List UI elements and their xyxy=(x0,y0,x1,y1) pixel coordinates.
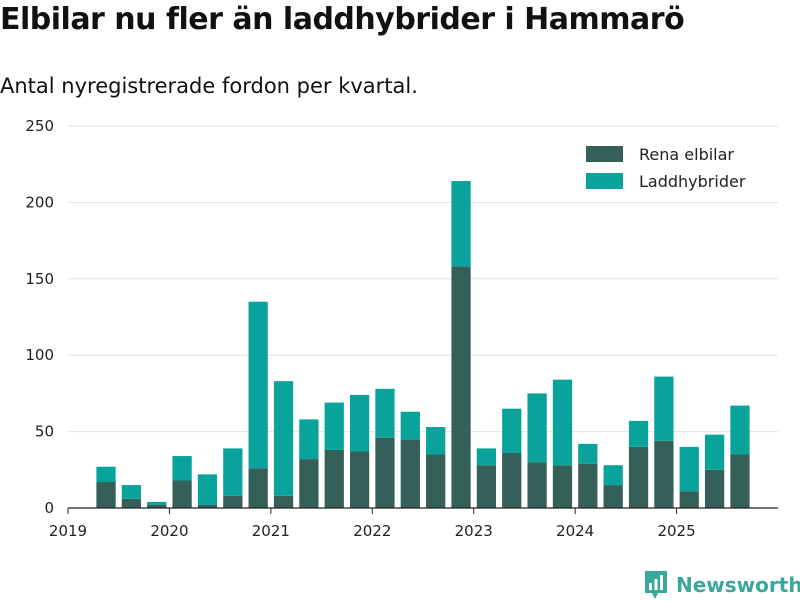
bar-laddhybrider-2020-Q3 xyxy=(223,448,243,496)
x-tick-label: 2023 xyxy=(455,522,493,540)
bar-rena-elbilar-2020-Q4 xyxy=(248,468,268,508)
bar-rena-elbilar-2019-Q2 xyxy=(96,482,116,508)
bar-laddhybrider-2023-Q3 xyxy=(527,393,547,463)
bar-rena-elbilar-2019-Q4 xyxy=(147,504,167,508)
bar-rena-elbilar-2022-Q2 xyxy=(400,439,420,508)
bar-laddhybrider-2022-Q1 xyxy=(375,388,395,438)
bar-laddhybrider-2020-Q2 xyxy=(197,474,218,505)
bar-laddhybrider-2022-Q2 xyxy=(400,411,420,440)
legend-swatch-laddhybrider xyxy=(586,173,623,189)
bar-rena-elbilar-2023-Q3 xyxy=(527,462,547,508)
bar-laddhybrider-2022-Q3 xyxy=(426,427,446,455)
bar-rena-elbilar-2021-Q1 xyxy=(273,495,294,508)
bar-laddhybrider-2023-Q2 xyxy=(502,408,522,453)
bar-rena-elbilar-2020-Q1 xyxy=(172,480,192,508)
bar-laddhybrider-2020-Q1 xyxy=(172,456,192,481)
y-axis-labels: 0 50 100 150 200 250 xyxy=(25,117,54,517)
bar-rena-elbilar-2024-Q1 xyxy=(578,463,598,508)
bar-rena-elbilar-2020-Q2 xyxy=(197,504,218,508)
bar-rena-elbilar-2023-Q2 xyxy=(502,452,522,508)
bar-laddhybrider-2022-Q4 xyxy=(451,181,471,267)
bar-laddhybrider-2021-Q3 xyxy=(324,402,344,450)
bar-laddhybrider-2021-Q4 xyxy=(349,394,370,452)
bar-laddhybrider-2025-Q1 xyxy=(679,446,699,492)
chart-title: Elbilar nu fler än laddhybrider i Hammar… xyxy=(0,2,685,37)
bar-rena-elbilar-2019-Q3 xyxy=(121,498,142,508)
bar-rena-elbilar-2020-Q3 xyxy=(223,495,243,508)
legend-label-laddhybrider: Laddhybrider xyxy=(639,172,746,191)
bar-laddhybrider-2019-Q4 xyxy=(147,501,167,505)
bar-laddhybrider-2025-Q3 xyxy=(730,405,750,455)
x-tick-label: 2021 xyxy=(252,522,290,540)
y-tick-label: 250 xyxy=(25,117,54,135)
gridlines xyxy=(68,125,778,433)
bar-laddhybrider-2024-Q4 xyxy=(654,376,674,441)
y-tick-label: 50 xyxy=(35,423,54,441)
brand-name: Newsworthy xyxy=(676,573,800,597)
bar-laddhybrider-2020-Q4 xyxy=(248,301,268,469)
bar-rena-elbilar-2023-Q1 xyxy=(476,465,497,508)
bar-rena-elbilar-2024-Q4 xyxy=(654,440,674,508)
y-tick-label: 100 xyxy=(25,346,54,364)
bar-laddhybrider-2019-Q3 xyxy=(121,485,142,499)
bar-rena-elbilar-2021-Q3 xyxy=(324,449,344,508)
legend-label-rena-elbilar: Rena elbilar xyxy=(639,145,734,164)
bar-laddhybrider-2024-Q2 xyxy=(603,465,623,486)
x-tick-label: 2019 xyxy=(49,522,87,540)
x-tick-label: 2022 xyxy=(353,522,391,540)
bar-laddhybrider-2023-Q1 xyxy=(476,448,497,466)
x-tick-label: 2020 xyxy=(150,522,188,540)
bar-rena-elbilar-2024-Q2 xyxy=(603,485,623,508)
bar-laddhybrider-2019-Q2 xyxy=(96,466,116,483)
bar-rena-elbilar-2022-Q3 xyxy=(426,454,446,508)
bar-rena-elbilar-2021-Q2 xyxy=(299,459,319,508)
bar-laddhybrider-2021-Q1 xyxy=(273,381,294,496)
brand: Newsworthy xyxy=(644,569,800,601)
bar-rena-elbilar-2024-Q3 xyxy=(628,446,649,508)
bars xyxy=(96,181,750,508)
legend: Rena elbilar Laddhybrider xyxy=(586,145,746,191)
x-tick-label: 2025 xyxy=(657,522,695,540)
y-tick-label: 200 xyxy=(25,193,54,211)
bar-rena-elbilar-2025-Q1 xyxy=(679,491,699,508)
bar-laddhybrider-2024-Q3 xyxy=(628,420,649,447)
x-axis: 2019 2020 2021 2022 2023 2024 2025 xyxy=(49,507,778,540)
bar-rena-elbilar-2022-Q4 xyxy=(451,266,471,508)
bar-rena-elbilar-2025-Q3 xyxy=(730,454,750,508)
y-tick-label: 0 xyxy=(44,499,54,517)
legend-swatch-rena-elbilar xyxy=(586,146,623,162)
bar-laddhybrider-2021-Q2 xyxy=(299,419,319,460)
newsworthy-logo-icon xyxy=(645,571,667,599)
bar-rena-elbilar-2025-Q2 xyxy=(704,469,725,508)
bar-laddhybrider-2025-Q2 xyxy=(704,434,725,470)
bar-rena-elbilar-2023-Q4 xyxy=(552,465,573,508)
bar-laddhybrider-2024-Q1 xyxy=(578,443,598,464)
chart-subtitle: Antal nyregistrerade fordon per kvartal. xyxy=(0,74,418,98)
x-tick-label: 2024 xyxy=(556,522,594,540)
bar-laddhybrider-2023-Q4 xyxy=(552,379,573,466)
bar-rena-elbilar-2022-Q1 xyxy=(375,437,395,508)
bar-rena-elbilar-2021-Q4 xyxy=(349,451,370,508)
y-tick-label: 150 xyxy=(25,270,54,288)
